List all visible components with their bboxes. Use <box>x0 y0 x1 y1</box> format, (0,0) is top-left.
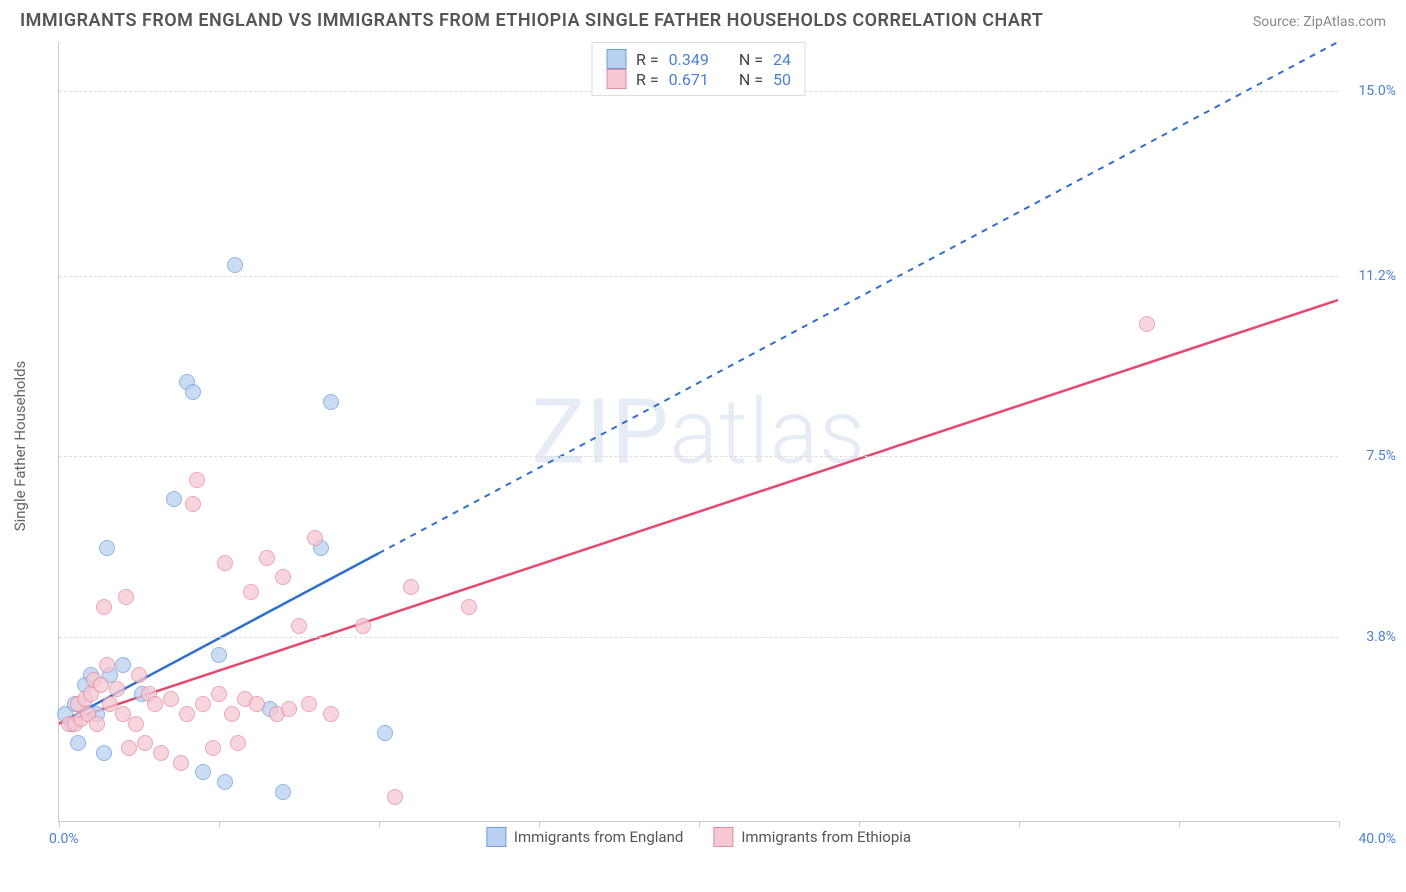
x-tick <box>379 821 380 827</box>
scatter-point-england <box>217 774 233 790</box>
legend-r-value: 0.349 <box>669 50 709 69</box>
scatter-point-ethiopia <box>109 681 125 697</box>
legend-swatch-icon <box>713 827 733 847</box>
chart-title: IMMIGRANTS FROM ENGLAND VS IMMIGRANTS FR… <box>20 10 1043 31</box>
scatter-point-ethiopia <box>147 696 163 712</box>
scatter-point-ethiopia <box>281 701 297 717</box>
scatter-point-england <box>115 657 131 673</box>
scatter-point-ethiopia <box>96 599 112 615</box>
scatter-point-ethiopia <box>230 735 246 751</box>
series-legend-label: Immigrants from Ethiopia <box>741 828 911 846</box>
scatter-point-ethiopia <box>323 706 339 722</box>
scatter-point-ethiopia <box>217 555 233 571</box>
x-tick <box>1339 821 1340 827</box>
scatter-point-ethiopia <box>211 686 227 702</box>
scatter-point-ethiopia <box>118 589 134 605</box>
legend-r-label: R = <box>636 70 659 89</box>
scatter-point-ethiopia <box>128 716 144 732</box>
scatter-point-ethiopia <box>121 740 137 756</box>
legend-swatch-icon <box>486 827 506 847</box>
legend-swatch-icon <box>606 69 626 89</box>
trend-line-dashed-england <box>379 42 1338 553</box>
gridline <box>59 456 1338 457</box>
legend-swatch-icon <box>606 49 626 69</box>
scatter-point-england <box>99 540 115 556</box>
scatter-point-england <box>275 784 291 800</box>
scatter-point-ethiopia <box>185 496 201 512</box>
watermark: ZIPatlas <box>531 379 865 484</box>
y-axis-title: Single Father Households <box>11 361 29 532</box>
x-tick <box>1179 821 1180 827</box>
plot-area: ZIPatlas R =0.349N =24R =0.671N =50 0.0%… <box>58 42 1338 822</box>
legend-n-label: N = <box>739 50 763 69</box>
scatter-point-ethiopia <box>137 735 153 751</box>
scatter-point-ethiopia <box>179 706 195 722</box>
scatter-point-england <box>377 725 393 741</box>
scatter-point-england <box>70 735 86 751</box>
scatter-point-ethiopia <box>387 789 403 805</box>
x-tick <box>59 821 60 827</box>
y-tick-label: 11.2% <box>1358 268 1396 284</box>
x-axis-max-label: 40.0% <box>1358 831 1396 847</box>
legend-n-value: 50 <box>773 70 791 89</box>
x-tick <box>859 821 860 827</box>
x-tick <box>699 821 700 827</box>
scatter-point-ethiopia <box>307 530 323 546</box>
legend-r-label: R = <box>636 50 659 69</box>
x-axis-min-label: 0.0% <box>49 831 79 847</box>
correlation-legend: R = 0.349 N = 24 R = 0.671 N = 50 <box>591 42 806 96</box>
scatter-point-ethiopia <box>355 618 371 634</box>
scatter-point-ethiopia <box>99 657 115 673</box>
scatter-point-ethiopia <box>461 599 477 615</box>
scatter-point-england <box>96 745 112 761</box>
trend-line-ethiopia <box>59 300 1338 724</box>
legend-r-value: 0.671 <box>669 70 709 89</box>
series-legend-item-ethiopia: Immigrants from Ethiopia <box>713 827 911 847</box>
scatter-point-ethiopia <box>93 677 109 693</box>
scatter-point-ethiopia <box>195 696 211 712</box>
x-tick <box>1019 821 1020 827</box>
scatter-point-ethiopia <box>173 755 189 771</box>
scatter-point-ethiopia <box>205 740 221 756</box>
scatter-point-england <box>185 384 201 400</box>
series-legend-item-england: Immigrants from England <box>486 827 683 847</box>
series-legend: Immigrants from England Immigrants from E… <box>486 827 911 847</box>
scatter-point-ethiopia <box>153 745 169 761</box>
scatter-point-england <box>323 394 339 410</box>
scatter-point-ethiopia <box>163 691 179 707</box>
y-tick-label: 15.0% <box>1358 83 1396 99</box>
scatter-point-ethiopia <box>403 579 419 595</box>
scatter-point-ethiopia <box>189 472 205 488</box>
x-tick <box>539 821 540 827</box>
scatter-point-england <box>211 647 227 663</box>
scatter-point-england <box>166 491 182 507</box>
scatter-point-ethiopia <box>131 667 147 683</box>
scatter-point-ethiopia <box>249 696 265 712</box>
y-tick-label: 3.8% <box>1366 629 1396 645</box>
legend-n-label: N = <box>739 70 763 89</box>
scatter-point-ethiopia <box>243 584 259 600</box>
scatter-point-ethiopia <box>259 550 275 566</box>
scatter-point-ethiopia <box>89 716 105 732</box>
legend-n-value: 24 <box>773 50 791 69</box>
scatter-point-ethiopia <box>275 569 291 585</box>
legend-row-england: R = 0.349 N = 24 <box>606 49 791 69</box>
y-tick-label: 7.5% <box>1366 448 1396 464</box>
scatter-point-ethiopia <box>301 696 317 712</box>
gridline <box>59 276 1338 277</box>
scatter-point-england <box>195 764 211 780</box>
scatter-point-ethiopia <box>1139 316 1155 332</box>
x-tick <box>219 821 220 827</box>
source-attribution: Source: ZipAtlas.com <box>1253 14 1386 30</box>
legend-row-ethiopia: R = 0.671 N = 50 <box>606 69 791 89</box>
scatter-point-england <box>227 257 243 273</box>
scatter-point-ethiopia <box>224 706 240 722</box>
gridline <box>59 637 1338 638</box>
series-legend-label: Immigrants from England <box>514 828 683 846</box>
scatter-point-ethiopia <box>291 618 307 634</box>
